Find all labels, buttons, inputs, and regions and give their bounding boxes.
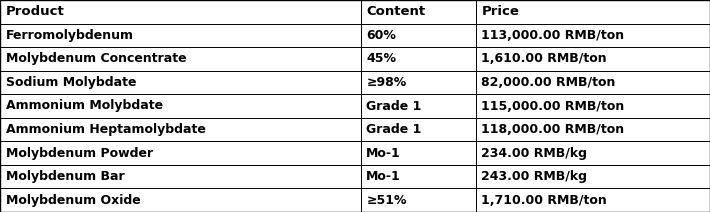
Text: Molybdenum Powder: Molybdenum Powder: [6, 147, 153, 160]
Bar: [0, 94, 361, 118]
Bar: [0, 0, 361, 24]
Bar: [361, 0, 476, 24]
Bar: [361, 188, 476, 212]
Text: Content: Content: [366, 5, 425, 18]
Bar: [0, 165, 361, 188]
Text: 113,000.00 RMB/ton: 113,000.00 RMB/ton: [481, 29, 625, 42]
Text: 243.00 RMB/kg: 243.00 RMB/kg: [481, 170, 587, 183]
Text: ≥51%: ≥51%: [366, 194, 407, 207]
Text: Mo-1: Mo-1: [366, 170, 401, 183]
Bar: [361, 118, 476, 141]
Bar: [476, 71, 710, 94]
Bar: [476, 188, 710, 212]
Text: ≥98%: ≥98%: [366, 76, 407, 89]
Bar: [361, 24, 476, 47]
Text: Molybdenum Concentrate: Molybdenum Concentrate: [6, 52, 186, 65]
Bar: [361, 71, 476, 94]
Bar: [476, 24, 710, 47]
Bar: [476, 141, 710, 165]
Text: 60%: 60%: [366, 29, 396, 42]
Bar: [476, 94, 710, 118]
Text: 1,610.00 RMB/ton: 1,610.00 RMB/ton: [481, 52, 607, 65]
Text: 45%: 45%: [366, 52, 396, 65]
Text: 234.00 RMB/kg: 234.00 RMB/kg: [481, 147, 587, 160]
Text: Grade 1: Grade 1: [366, 99, 422, 113]
Bar: [476, 47, 710, 71]
Bar: [476, 0, 710, 24]
Bar: [476, 118, 710, 141]
Bar: [361, 165, 476, 188]
Bar: [0, 47, 361, 71]
Text: 82,000.00 RMB/ton: 82,000.00 RMB/ton: [481, 76, 616, 89]
Bar: [0, 118, 361, 141]
Bar: [0, 188, 361, 212]
Text: Ammonium Molybdate: Ammonium Molybdate: [6, 99, 163, 113]
Text: Sodium Molybdate: Sodium Molybdate: [6, 76, 136, 89]
Bar: [476, 165, 710, 188]
Bar: [361, 47, 476, 71]
Text: 1,710.00 RMB/ton: 1,710.00 RMB/ton: [481, 194, 607, 207]
Bar: [361, 141, 476, 165]
Bar: [0, 71, 361, 94]
Text: Molybdenum Bar: Molybdenum Bar: [6, 170, 124, 183]
Bar: [0, 141, 361, 165]
Text: Grade 1: Grade 1: [366, 123, 422, 136]
Text: Ammonium Heptamolybdate: Ammonium Heptamolybdate: [6, 123, 206, 136]
Text: Product: Product: [6, 5, 65, 18]
Bar: [361, 94, 476, 118]
Text: Molybdenum Oxide: Molybdenum Oxide: [6, 194, 141, 207]
Text: Mo-1: Mo-1: [366, 147, 401, 160]
Text: Price: Price: [481, 5, 519, 18]
Text: 115,000.00 RMB/ton: 115,000.00 RMB/ton: [481, 99, 625, 113]
Text: 118,000.00 RMB/ton: 118,000.00 RMB/ton: [481, 123, 625, 136]
Text: Ferromolybdenum: Ferromolybdenum: [6, 29, 133, 42]
Bar: [0, 24, 361, 47]
